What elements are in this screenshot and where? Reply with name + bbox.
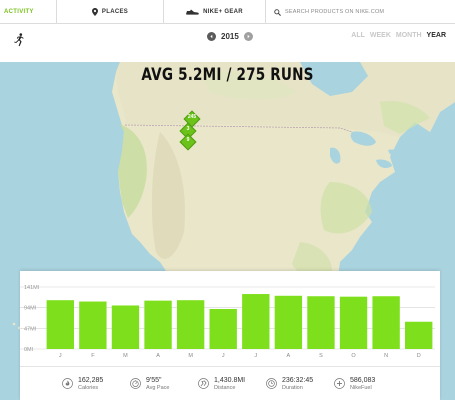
chart-bar <box>176 300 205 349</box>
land-north-america <box>112 62 455 338</box>
nav-places[interactable]: PLACES <box>57 0 164 24</box>
tab-month[interactable]: MONTH <box>395 32 422 39</box>
nikefuel-icon <box>334 378 345 389</box>
map-marker-label: 3 <box>186 126 190 132</box>
map-marker-label: 245 <box>187 114 197 120</box>
chart-bar <box>405 321 433 349</box>
x-tick-label: J <box>222 353 225 359</box>
stat-duration: 236:32:45 Duration <box>266 377 334 391</box>
chart-bar <box>372 296 400 349</box>
stat-value: 9'55" <box>146 376 162 384</box>
duration-icon <box>266 378 277 389</box>
map-marker[interactable]: 245 <box>183 110 201 128</box>
stat-pace: 9'55" Avg Pace <box>130 377 198 391</box>
stat-label: Calories <box>78 384 99 391</box>
x-tick-label: M <box>188 353 193 359</box>
chart-bar <box>111 305 140 349</box>
shoe-icon <box>186 9 199 15</box>
location-pin-icon <box>91 8 98 16</box>
nav-activity-label: ACTIVITY <box>4 9 34 15</box>
top-nav: ACTIVITY PLACES NIKE+ GEAR <box>0 0 455 24</box>
period-tabs: ALL WEEK MONTH YEAR <box>351 32 446 39</box>
map-marker[interactable]: 9 <box>179 133 197 151</box>
monthly-distance-chart: 141MI 94MI 47MI 0MI J F M A M J J A S O N D <box>20 285 435 359</box>
y-tick-label: 0MI <box>24 347 34 353</box>
chevron-right-icon <box>247 34 250 39</box>
x-tick-label: A <box>156 353 160 359</box>
x-tick-label: N <box>384 353 388 359</box>
nav-gear-label: NIKE+ GEAR <box>203 9 243 15</box>
monthly-distance-panel: 141MI 94MI 47MI 0MI J F M A M J J A S O N D 162,285 Cal… <box>20 271 440 400</box>
chart-bar <box>339 296 368 349</box>
nav-gear[interactable]: NIKE+ GEAR <box>164 0 266 24</box>
map-title: AVG 5.2MI / 275 RUNS <box>141 65 314 85</box>
chart-bar <box>144 300 172 349</box>
stat-label: Distance <box>214 384 236 391</box>
stat-nikefuel: 586,083 NikeFuel <box>334 377 402 391</box>
stat-value: 1,430.8MI <box>214 376 246 384</box>
calories-icon <box>62 378 73 389</box>
search-icon <box>274 8 281 16</box>
year-navigator: 2015 <box>207 32 253 41</box>
chart-bar <box>307 296 335 349</box>
pace-icon <box>130 378 141 389</box>
nav-activity[interactable]: ACTIVITY <box>0 0 57 24</box>
x-tick-label: J <box>59 353 62 359</box>
chart-bar <box>79 301 107 349</box>
chart-bar <box>209 308 237 349</box>
chart-bar <box>46 300 74 349</box>
year-label: 2015 <box>221 32 239 41</box>
stat-label: Duration <box>282 384 303 391</box>
y-tick-label: 47MI <box>24 326 37 332</box>
next-year-button[interactable] <box>243 32 253 41</box>
y-tick-label: 94MI <box>24 306 37 312</box>
tab-year[interactable]: YEAR <box>426 32 446 39</box>
stat-label: Avg Pace <box>146 384 170 391</box>
stat-calories: 162,285 Calories <box>62 377 130 391</box>
x-tick-label: D <box>417 353 421 359</box>
map-marker[interactable]: 3 <box>179 122 197 140</box>
x-tick-label: J <box>254 353 257 359</box>
x-tick-label: M <box>123 353 128 359</box>
x-tick-label: A <box>287 353 291 359</box>
stat-label: NikeFuel <box>350 384 372 391</box>
x-tick-label: O <box>351 353 356 359</box>
stat-distance: 1,430.8MI Distance <box>198 377 266 391</box>
chevron-left-icon <box>210 34 213 39</box>
search-bar[interactable] <box>266 0 455 24</box>
stats-bar: 162,285 Calories 9'55" Avg Pace 1,430.8M… <box>20 366 440 400</box>
x-tick-label: F <box>91 353 95 359</box>
x-tick-label: S <box>319 353 323 359</box>
stat-value: 162,285 <box>78 376 104 384</box>
sub-header: 2015 ALL WEEK MONTH YEAR <box>0 24 455 62</box>
stat-value: 236:32:45 <box>282 376 314 384</box>
runner-icon[interactable] <box>14 33 24 47</box>
map-marker-label: 9 <box>186 137 190 143</box>
tab-week[interactable]: WEEK <box>369 32 391 39</box>
y-tick-label: 141MI <box>24 285 40 291</box>
search-input[interactable] <box>285 9 455 15</box>
distance-icon <box>198 378 209 389</box>
chart-bar <box>274 295 303 349</box>
chart-bar <box>242 294 270 349</box>
runs-map[interactable]: AVG 5.2MI / 275 RUNS 245 3 9 <box>0 62 455 400</box>
tab-all[interactable]: ALL <box>351 32 365 39</box>
stat-value: 586,083 <box>350 376 376 384</box>
prev-year-button[interactable] <box>207 32 216 41</box>
nav-places-label: PLACES <box>101 9 129 15</box>
